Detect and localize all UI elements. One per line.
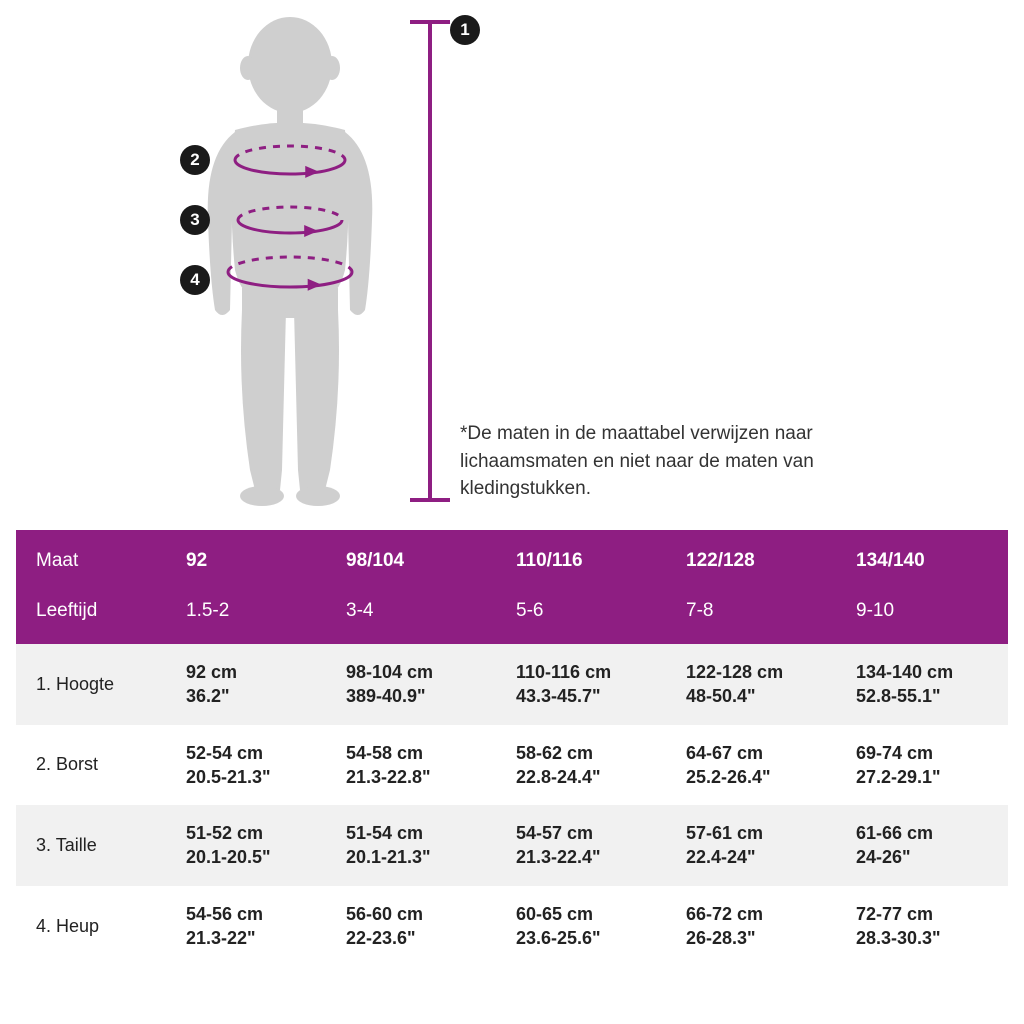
cell: 60-65 cm23.6-25.6" (516, 902, 686, 951)
measurement-marker-4: 4 (180, 265, 210, 295)
cell-in: 28.3-30.3" (856, 926, 1024, 950)
cell-in: 389-40.9" (346, 684, 516, 708)
cell-in: 22.4-24" (686, 845, 856, 869)
cell-cm: 110-116 cm (516, 660, 686, 684)
cell-cm: 56-60 cm (346, 902, 516, 926)
cell-cm: 52-54 cm (186, 741, 346, 765)
row-label: 4. Heup (36, 916, 186, 937)
cell: 54-58 cm21.3-22.8" (346, 741, 516, 790)
age-col-0: 1.5-2 (186, 600, 346, 622)
footnote-text: *De maten in de maattabel verwijzen naar… (460, 420, 860, 503)
cell: 54-56 cm21.3-22" (186, 902, 346, 951)
cell-cm: 54-57 cm (516, 821, 686, 845)
cell-cm: 51-52 cm (186, 821, 346, 845)
cell-cm: 54-58 cm (346, 741, 516, 765)
cell: 52-54 cm20.5-21.3" (186, 741, 346, 790)
cell: 56-60 cm22-23.6" (346, 902, 516, 951)
cell-in: 20.1-20.5" (186, 845, 346, 869)
cell-in: 22-23.6" (346, 926, 516, 950)
cell-in: 52.8-55.1" (856, 684, 1024, 708)
header-row-age: Leeftijd 1.5-23-45-67-89-10 (16, 594, 1008, 628)
cell-in: 48-50.4" (686, 684, 856, 708)
cell-cm: 69-74 cm (856, 741, 1024, 765)
cell-in: 22.8-24.4" (516, 765, 686, 789)
cell-in: 24-26" (856, 845, 1024, 869)
cell-cm: 72-77 cm (856, 902, 1024, 926)
cell-in: 36.2" (186, 684, 346, 708)
cell-in: 23.6-25.6" (516, 926, 686, 950)
cell: 64-67 cm25.2-26.4" (686, 741, 856, 790)
row-label: 3. Taille (36, 835, 186, 856)
table-header: Maat 9298/104110/116122/128134/140 Leeft… (16, 530, 1008, 644)
cell-cm: 134-140 cm (856, 660, 1024, 684)
cell: 72-77 cm28.3-30.3" (856, 902, 1024, 951)
cell: 122-128 cm48-50.4" (686, 660, 856, 709)
cell-in: 20.5-21.3" (186, 765, 346, 789)
cell-in: 43.3-45.7" (516, 684, 686, 708)
cell-cm: 61-66 cm (856, 821, 1024, 845)
row-label: 1. Hoogte (36, 674, 186, 695)
cell-cm: 66-72 cm (686, 902, 856, 926)
age-col-1: 3-4 (346, 600, 516, 622)
cell: 66-72 cm26-28.3" (686, 902, 856, 951)
cell: 58-62 cm22.8-24.4" (516, 741, 686, 790)
age-col-2: 5-6 (516, 600, 686, 622)
diagram-area: 1 2 3 4 *De maten in de maattabel verwijzen… (0, 0, 1024, 530)
cell: 54-57 cm21.3-22.4" (516, 821, 686, 870)
table-body: 1. Hoogte92 cm36.2"98-104 cm389-40.9"110… (16, 644, 1008, 966)
size-col-3: 122/128 (686, 550, 856, 572)
cell-cm: 64-67 cm (686, 741, 856, 765)
table-row: 1. Hoogte92 cm36.2"98-104 cm389-40.9"110… (16, 644, 1008, 725)
cell-cm: 54-56 cm (186, 902, 346, 926)
cell: 51-52 cm20.1-20.5" (186, 821, 346, 870)
cell-cm: 57-61 cm (686, 821, 856, 845)
size-col-4: 134/140 (856, 550, 1024, 572)
measurement-marker-3: 3 (180, 205, 210, 235)
cell-in: 27.2-29.1" (856, 765, 1024, 789)
measurement-marker-1: 1 (450, 15, 480, 45)
cell: 98-104 cm389-40.9" (346, 660, 516, 709)
cell-cm: 92 cm (186, 660, 346, 684)
diagram-svg (160, 10, 480, 520)
size-col-2: 110/116 (516, 550, 686, 572)
cell: 51-54 cm20.1-21.3" (346, 821, 516, 870)
cell-in: 20.1-21.3" (346, 845, 516, 869)
header-row-size: Maat 9298/104110/116122/128134/140 (16, 544, 1008, 578)
table-row: 2. Borst52-54 cm20.5-21.3"54-58 cm21.3-2… (16, 725, 1008, 806)
cell-cm: 60-65 cm (516, 902, 686, 926)
cell: 69-74 cm27.2-29.1" (856, 741, 1024, 790)
size-col-1: 98/104 (346, 550, 516, 572)
cell: 57-61 cm22.4-24" (686, 821, 856, 870)
age-label: Leeftijd (36, 600, 186, 622)
size-col-0: 92 (186, 550, 346, 572)
cell: 134-140 cm52.8-55.1" (856, 660, 1024, 709)
cell: 92 cm36.2" (186, 660, 346, 709)
cell-in: 21.3-22.8" (346, 765, 516, 789)
age-col-4: 9-10 (856, 600, 1024, 622)
cell: 110-116 cm43.3-45.7" (516, 660, 686, 709)
cell-in: 26-28.3" (686, 926, 856, 950)
cell-cm: 98-104 cm (346, 660, 516, 684)
age-col-3: 7-8 (686, 600, 856, 622)
cell-cm: 122-128 cm (686, 660, 856, 684)
row-label: 2. Borst (36, 754, 186, 775)
table-row: 4. Heup54-56 cm21.3-22"56-60 cm22-23.6"6… (16, 886, 1008, 967)
cell-in: 25.2-26.4" (686, 765, 856, 789)
cell-cm: 51-54 cm (346, 821, 516, 845)
size-label: Maat (36, 550, 186, 572)
body-diagram: 1234 (160, 10, 460, 510)
cell-cm: 58-62 cm (516, 741, 686, 765)
cell-in: 21.3-22.4" (516, 845, 686, 869)
size-table: Maat 9298/104110/116122/128134/140 Leeft… (16, 530, 1008, 966)
measurement-marker-2: 2 (180, 145, 210, 175)
cell: 61-66 cm24-26" (856, 821, 1024, 870)
table-row: 3. Taille51-52 cm20.1-20.5"51-54 cm20.1-… (16, 805, 1008, 886)
cell-in: 21.3-22" (186, 926, 346, 950)
